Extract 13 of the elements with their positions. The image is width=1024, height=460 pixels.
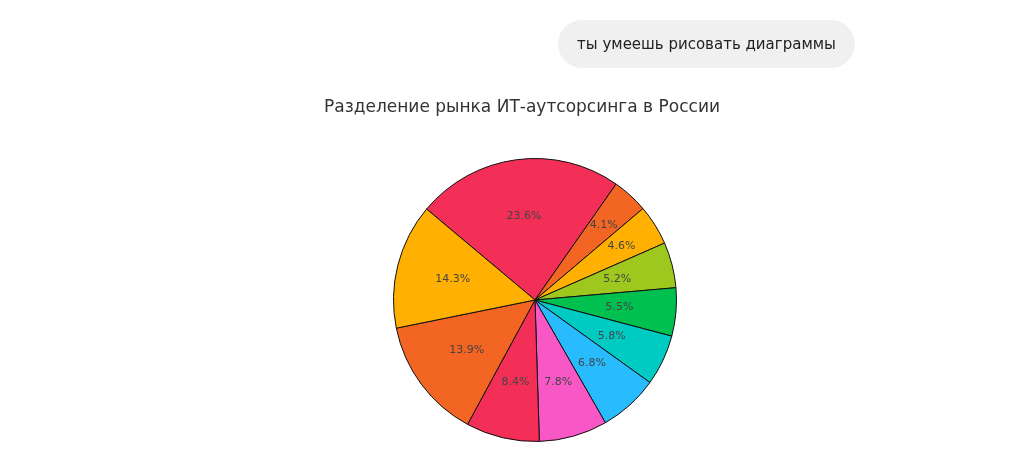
data-label: 4.1% [589,217,618,231]
data-label: 5.2% [603,271,632,285]
data-label: 4.6% [607,238,636,252]
data-label: 5.8% [597,329,626,343]
data-label: 13.9% [449,343,485,357]
text: ты умеешь рисовать диаграммы [558,20,855,68]
data-label: 5.5% [605,300,634,314]
data-label: 6.8% [577,355,606,369]
data-label: 7.8% [544,374,573,388]
data-label: 23.6% [506,208,542,222]
chart-title: Разделение рынка ИТ-аутсорсинга в России [323,96,721,116]
data-label: 8.4% [501,375,530,389]
data-label: 14.3% [435,271,471,285]
